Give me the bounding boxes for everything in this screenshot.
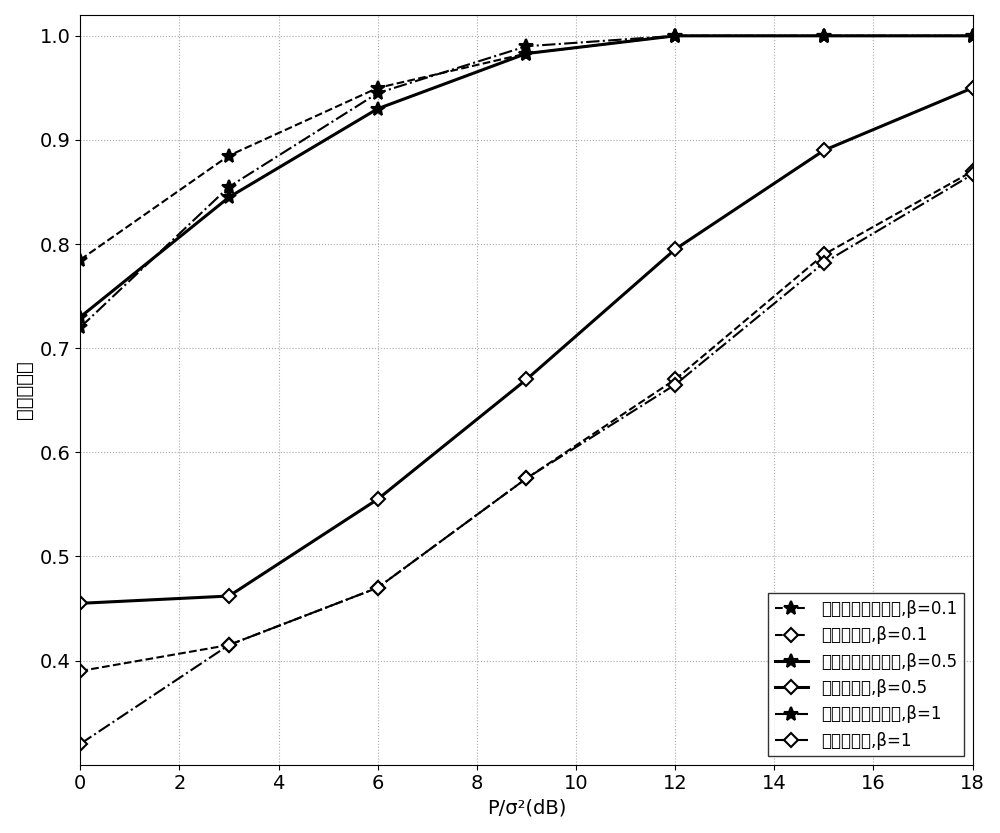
所设计预编码方案,β=1 xyxy=(967,31,979,41)
所设计预编码方案,β=0.5 xyxy=(669,31,681,41)
所设计预编码方案,β=0.5 xyxy=(520,48,532,58)
所设计预编码方案,β=0.5 xyxy=(818,31,830,41)
迫零预编码,β=1 xyxy=(669,380,681,390)
Line: 迫零预编码,β=0.5: 迫零预编码,β=0.5 xyxy=(75,83,977,608)
迫零预编码,β=1 xyxy=(223,640,235,650)
Line: 所设计预编码方案,β=0.5: 所设计预编码方案,β=0.5 xyxy=(73,29,980,324)
Line: 所设计预编码方案,β=1: 所设计预编码方案,β=1 xyxy=(73,29,980,334)
所设计预编码方案,β=1 xyxy=(520,42,532,52)
迫零预编码,β=0.1 xyxy=(818,250,830,260)
迫零预编码,β=0.1 xyxy=(74,666,86,676)
迫零预编码,β=0.5 xyxy=(669,244,681,254)
Y-axis label: 归一化容量: 归一化容量 xyxy=(15,361,34,419)
Line: 迫零预编码,β=1: 迫零预编码,β=1 xyxy=(75,169,977,749)
迫零预编码,β=1 xyxy=(818,258,830,268)
所设计预编码方案,β=1 xyxy=(223,182,235,192)
迫零预编码,β=0.1 xyxy=(520,473,532,483)
Legend: 所设计预编码方案,β=0.1, 迫零预编码,β=0.1, 所设计预编码方案,β=0.5, 迫零预编码,β=0.5, 所设计预编码方案,β=1, 迫零预编码,β=: 所设计预编码方案,β=0.1, 迫零预编码,β=0.1, 所设计预编码方案,β=… xyxy=(768,593,964,756)
所设计预编码方案,β=1 xyxy=(818,31,830,41)
所设计预编码方案,β=0.1 xyxy=(223,151,235,161)
迫零预编码,β=0.5 xyxy=(967,83,979,93)
所设计预编码方案,β=0.1 xyxy=(967,31,979,41)
迫零预编码,β=0.5 xyxy=(818,146,830,156)
所设计预编码方案,β=0.1 xyxy=(520,48,532,58)
所设计预编码方案,β=0.1 xyxy=(818,31,830,41)
迫零预编码,β=0.1 xyxy=(967,167,979,177)
迫零预编码,β=0.5 xyxy=(223,591,235,601)
迫零预编码,β=1 xyxy=(372,583,384,593)
所设计预编码方案,β=0.5 xyxy=(74,312,86,322)
迫零预编码,β=1 xyxy=(967,169,979,179)
X-axis label: P/σ²(dB): P/σ²(dB) xyxy=(487,799,566,818)
迫零预编码,β=0.1 xyxy=(223,640,235,650)
所设计预编码方案,β=0.5 xyxy=(967,31,979,41)
迫零预编码,β=0.1 xyxy=(372,583,384,593)
所设计预编码方案,β=0.5 xyxy=(223,192,235,202)
所设计预编码方案,β=0.1 xyxy=(74,255,86,265)
迫零预编码,β=0.5 xyxy=(74,598,86,608)
迫零预编码,β=1 xyxy=(74,739,86,749)
迫零预编码,β=0.5 xyxy=(372,494,384,504)
所设计预编码方案,β=1 xyxy=(669,31,681,41)
所设计预编码方案,β=0.5 xyxy=(372,104,384,114)
所设计预编码方案,β=1 xyxy=(372,88,384,98)
所设计预编码方案,β=0.1 xyxy=(669,31,681,41)
迫零预编码,β=0.1 xyxy=(669,375,681,385)
迫零预编码,β=0.5 xyxy=(520,375,532,385)
迫零预编码,β=1 xyxy=(520,473,532,483)
Line: 所设计预编码方案,β=0.1: 所设计预编码方案,β=0.1 xyxy=(73,29,980,267)
Line: 迫零预编码,β=0.1: 迫零预编码,β=0.1 xyxy=(75,167,977,676)
所设计预编码方案,β=1 xyxy=(74,322,86,332)
所设计预编码方案,β=0.1 xyxy=(372,83,384,93)
